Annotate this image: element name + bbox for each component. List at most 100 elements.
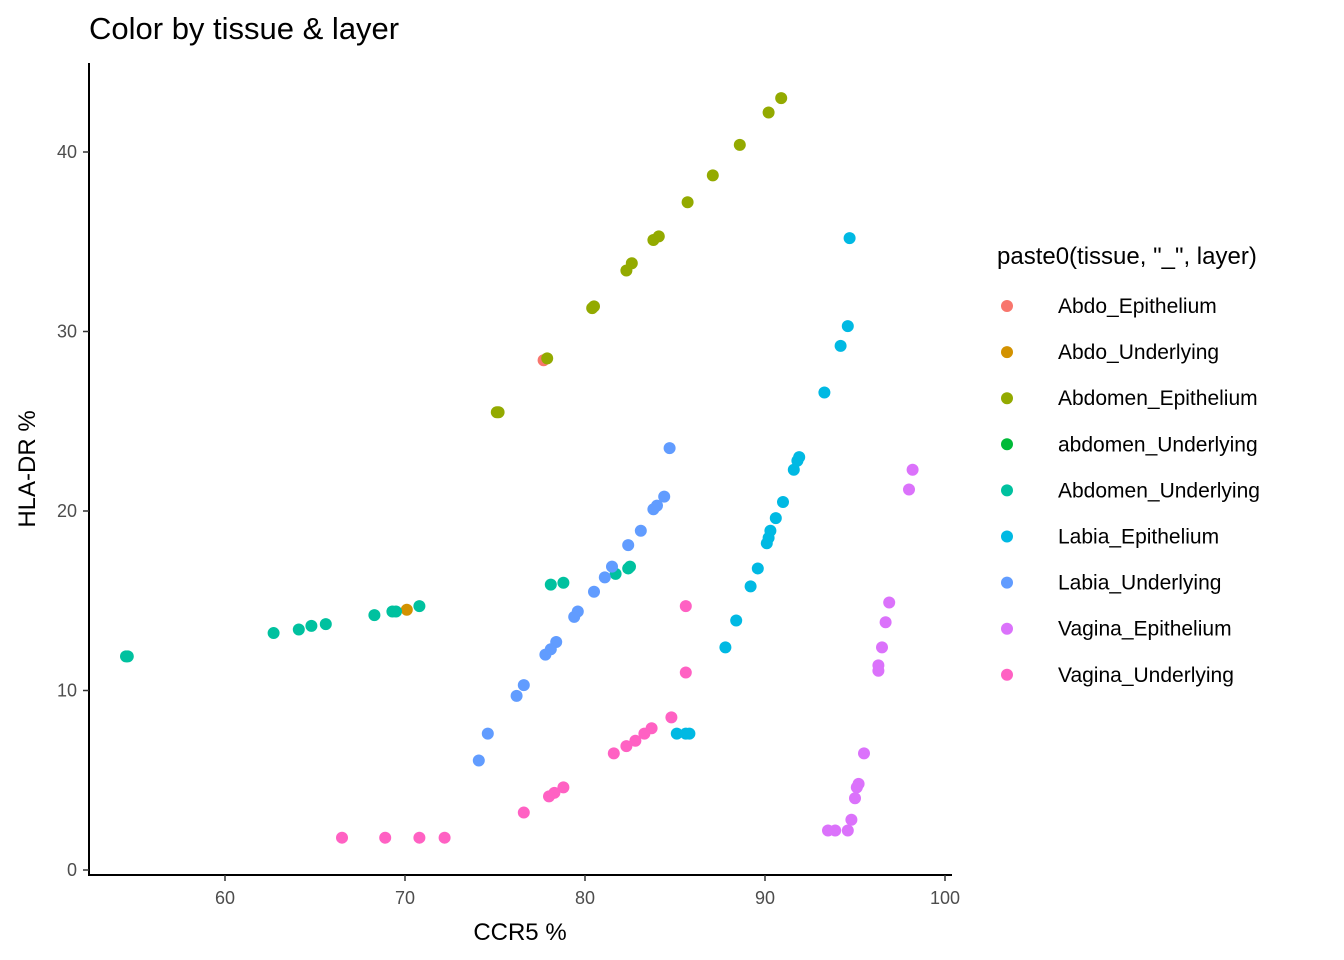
point-labia-epithelium [791, 454, 804, 467]
x-tick-label: 100 [930, 888, 960, 908]
point-labia-underlying [622, 539, 635, 552]
point-vagina-epithelium [849, 792, 861, 805]
point-labia-epithelium [834, 339, 847, 352]
legend-label: abdomen_Underlying [1058, 433, 1258, 456]
point-labia-underlying [568, 610, 581, 623]
point-abdomen-epithelium [647, 233, 660, 246]
point-vagina-epithelium [841, 824, 854, 837]
point-labia-epithelium [760, 537, 773, 550]
y-tick-label: 10 [57, 681, 77, 701]
point-vagina-epithelium [903, 483, 915, 496]
legend-item: Abdomen_Underlying [1001, 479, 1260, 502]
point-abdomen-epithelium [733, 138, 746, 151]
point-labia-underlying [606, 560, 618, 573]
point-vagina-underlying [413, 831, 426, 844]
point-vagina-epithelium [883, 596, 896, 609]
point-abdomen-epithelium [681, 196, 694, 209]
y-axis-label: HLA-DR % [14, 410, 41, 527]
legend-item: Abdo_Underlying [1001, 341, 1219, 364]
y-tick-label: 40 [57, 142, 77, 162]
point-abdomen-epithelium [706, 169, 719, 182]
point-labia-epithelium [751, 562, 764, 575]
x-tick-label: 60 [215, 888, 235, 908]
point-labia-underlying [539, 648, 552, 661]
point-labia-epithelium [719, 641, 732, 654]
point-abdomen-underlying [292, 623, 305, 636]
point-abdomen-underlying [413, 600, 426, 613]
point-abdomen-underlying [305, 619, 318, 632]
point-abdomen-underlying [544, 578, 557, 591]
point-vagina-underlying [438, 831, 451, 844]
point-vagina-underlying [679, 666, 692, 679]
y-ticks: 0 10 20 30 40 [57, 142, 89, 880]
point-vagina-underlying [665, 711, 678, 724]
legend-title: paste0(tissue, "_", layer) [997, 243, 1257, 270]
point-abdomen-epithelium [541, 352, 554, 365]
point-labia-epithelium [744, 580, 757, 593]
legend-label: Vagina_Underlying [1058, 664, 1234, 687]
point-vagina-epithelium [872, 664, 885, 677]
x-tick-label: 70 [395, 888, 415, 908]
point-abdomen-underlying [557, 576, 570, 589]
point-abdomen-epithelium [620, 264, 633, 277]
point-labia-epithelium [841, 320, 854, 333]
point-abdo-underlying [400, 603, 413, 616]
point-abdomen-underlying [121, 650, 134, 663]
legend-label: Abdo_Underlying [1058, 341, 1219, 364]
point-labia-epithelium [679, 727, 692, 740]
legend-item: Labia_Epithelium [1001, 526, 1219, 549]
point-labia-epithelium [730, 614, 743, 627]
point-vagina-underlying [607, 747, 620, 760]
point-vagina-underlying [336, 831, 348, 844]
point-labia-epithelium [670, 727, 683, 740]
point-abdomen-underlying [390, 605, 402, 618]
legend-item: Abdomen_Epithelium [1001, 387, 1258, 410]
legend-item: Abdo_Epithelium [1001, 295, 1217, 318]
point-labia-underlying [510, 689, 523, 702]
point-vagina-epithelium [822, 824, 834, 837]
legend-label: Abdomen_Underlying [1058, 479, 1260, 502]
legend-key [1001, 346, 1013, 359]
legend: Abdo_Epithelium Abdo_Underlying Abdomen_Ep… [1001, 295, 1260, 687]
point-abdomen-underlying [624, 560, 636, 573]
point-vagina-underlying [629, 734, 642, 747]
point-abdomen-epithelium [762, 106, 775, 119]
point-abdomen-underlying [319, 618, 332, 631]
legend-key [1001, 392, 1013, 405]
points-layer [120, 92, 919, 844]
point-vagina-underlying [638, 727, 651, 740]
y-tick-label: 30 [57, 322, 77, 342]
point-labia-epithelium [843, 232, 856, 245]
point-vagina-epithelium [906, 463, 919, 476]
point-labia-underlying [658, 490, 671, 503]
point-labia-underlying [588, 585, 600, 598]
point-labia-epithelium [787, 463, 800, 476]
point-vagina-epithelium [879, 616, 892, 629]
y-tick-label: 20 [57, 501, 77, 521]
legend-label: Vagina_Epithelium [1058, 618, 1232, 641]
point-abdomen-epithelium [775, 92, 788, 105]
point-vagina-epithelium [876, 641, 888, 654]
legend-key [1001, 668, 1013, 681]
point-vagina-epithelium [850, 781, 863, 794]
point-abdomen-epithelium [490, 406, 503, 419]
x-tick-label: 90 [755, 888, 775, 908]
legend-item: abdomen_Underlying [1001, 433, 1258, 456]
point-labia-underlying [663, 442, 676, 455]
point-labia-underlying [517, 679, 530, 692]
y-tick-label: 0 [67, 860, 77, 880]
point-labia-underlying [634, 524, 647, 537]
legend-key [1001, 300, 1013, 312]
point-labia-underlying [647, 503, 660, 516]
point-vagina-underlying [517, 806, 530, 819]
legend-key [1001, 484, 1013, 497]
point-vagina-underlying [543, 790, 555, 803]
point-abdomen-epithelium [586, 302, 599, 315]
point-labia-underlying [598, 571, 611, 584]
point-abdomen-underlying [267, 627, 280, 640]
legend-item: Vagina_Epithelium [1001, 618, 1232, 641]
legend-label: Labia_Underlying [1058, 572, 1221, 595]
point-labia-epithelium [818, 386, 831, 399]
